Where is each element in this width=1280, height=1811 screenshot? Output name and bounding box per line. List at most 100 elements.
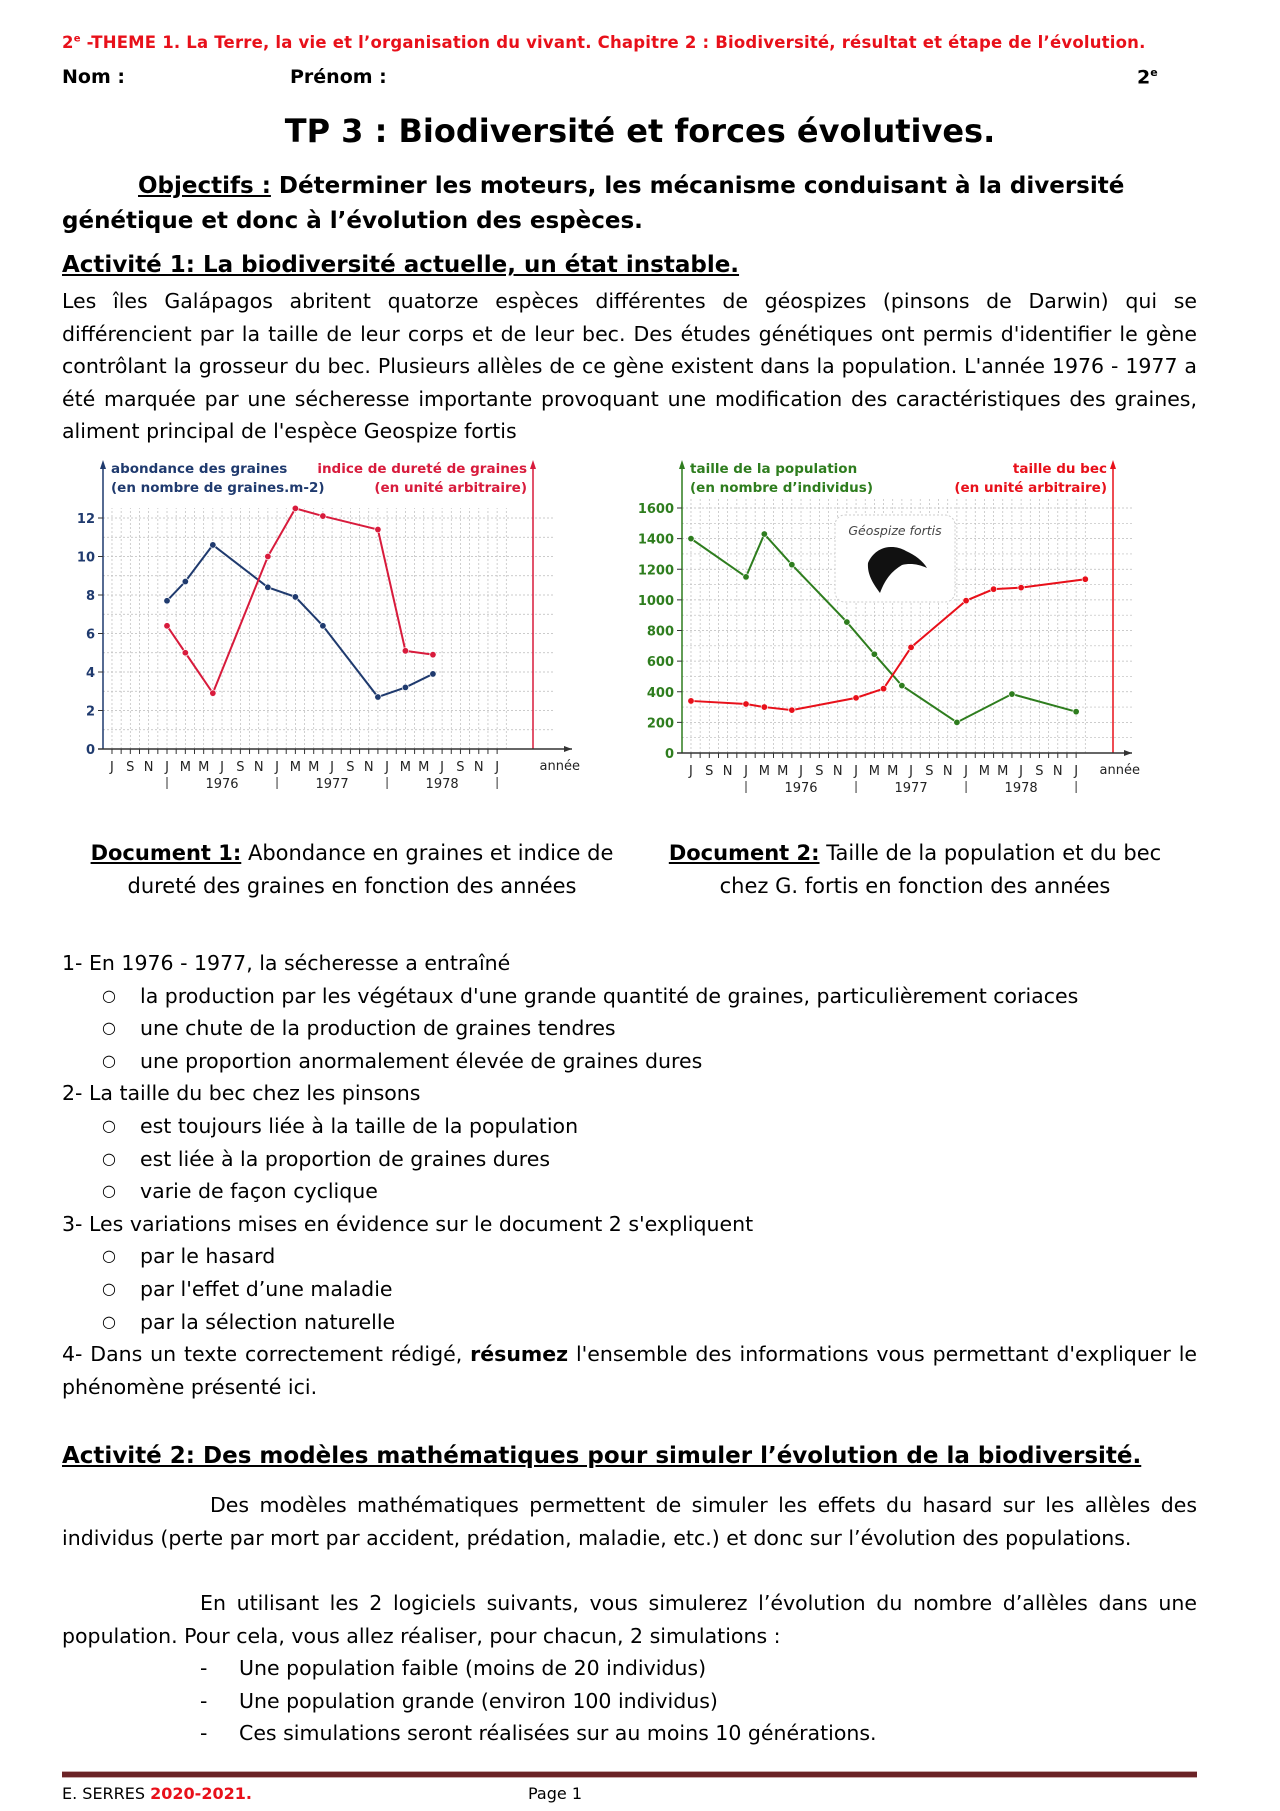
activity1-title: Activité 1: La biodiversité actuelle, un… xyxy=(62,252,740,278)
x-tick-label: J xyxy=(384,760,389,775)
x-tick-label: J xyxy=(963,764,968,779)
question-1-option-1[interactable]: ○ la production par les végétaux d'une gr… xyxy=(62,980,1197,1013)
x-tick-label: M xyxy=(869,764,880,779)
objectives: Objectifs : Déterminer les moteurs, les … xyxy=(62,169,1197,239)
dash-bullet-icon: - xyxy=(200,1688,208,1713)
document1-label: Document 1: xyxy=(90,841,242,865)
activity2-title: Activité 2: Des modèles mathématiques po… xyxy=(62,1443,1142,1469)
y-tick-label: 1400 xyxy=(638,533,674,548)
circle-bullet-icon: ○ xyxy=(102,1115,116,1135)
left-axis-label: taille de la population xyxy=(690,461,857,477)
data-point-1 xyxy=(742,700,750,708)
x-tick-label: J xyxy=(743,764,748,779)
data-point-0 xyxy=(843,618,851,626)
question-3: 3- Les variations mises en évidence sur … xyxy=(62,1211,754,1236)
question-2-option-3[interactable]: ○ varie de façon cyclique xyxy=(62,1175,1197,1208)
x-axis-arrow-icon xyxy=(564,746,572,752)
data-point-1 xyxy=(907,643,915,651)
question-3-option-2[interactable]: ○ par l'effet d’une maladie xyxy=(62,1273,1197,1306)
x-tick-label: N xyxy=(943,764,953,779)
left-axis-label: (en nombre d’individus) xyxy=(690,480,873,496)
y-tick-label: 1200 xyxy=(638,563,674,578)
data-point-0 xyxy=(898,682,906,690)
x-tick-label: M xyxy=(887,764,898,779)
x-tick-label: J xyxy=(164,760,169,775)
data-point-1 xyxy=(163,622,171,630)
year-label: 1976 xyxy=(784,781,817,796)
data-point-1 xyxy=(788,706,796,714)
question-1: 1- En 1976 - 1977, la sécheresse a entra… xyxy=(62,951,511,975)
class-level: 2 xyxy=(1137,66,1151,89)
data-point-1 xyxy=(429,651,437,659)
left-axis-label: abondance des graines xyxy=(111,461,287,477)
document2-label: Document 2: xyxy=(668,841,820,865)
x-tick-label: M xyxy=(777,764,788,779)
question-1-option-3[interactable]: ○ une proportion anormalement élevée de g… xyxy=(62,1045,1197,1078)
x-tick-label: J xyxy=(109,760,114,775)
y-tick-label: 600 xyxy=(647,655,674,670)
x-tick-label: N xyxy=(1053,764,1063,779)
document1-caption: Document 1: Abondance en graines et indi… xyxy=(72,837,632,902)
x-tick-label: N xyxy=(833,764,843,779)
data-point-1 xyxy=(264,553,272,561)
left-axis-arrow-icon xyxy=(100,460,106,469)
theme-level: 2 xyxy=(62,33,74,52)
data-point-1 xyxy=(760,703,768,711)
question-2-option-1[interactable]: ○ est toujours liée à la taille de la pop… xyxy=(62,1110,1197,1143)
dash-bullet-icon: - xyxy=(200,1656,208,1680)
school-year: 2020-2021. xyxy=(150,1784,252,1803)
x-tick-label: J xyxy=(688,764,693,779)
right-axis-label: indice de dureté de graines xyxy=(317,461,527,477)
data-point-0 xyxy=(1008,690,1016,698)
question-1-option-2[interactable]: ○ une chute de la production de graines t… xyxy=(62,1012,1197,1045)
x-tick-label: S xyxy=(236,760,244,775)
class-level-sup: e xyxy=(1150,66,1158,79)
data-point-0 xyxy=(401,683,409,691)
circle-bullet-icon: ○ xyxy=(102,985,116,1005)
x-tick-label: J xyxy=(853,764,858,779)
x-tick-label: M xyxy=(308,760,319,775)
right-axis-label: (en unité arbitraire) xyxy=(374,480,527,496)
activity2-paragraph-1: Des modèles mathématiques permettent de … xyxy=(62,1493,1197,1550)
data-point-0 xyxy=(953,718,961,726)
question-2: 2- La taille du bec chez les pinsons xyxy=(62,1081,421,1106)
x-axis-label: année xyxy=(540,759,580,774)
circle-bullet-icon: ○ xyxy=(102,1050,116,1070)
right-axis-arrow-icon xyxy=(1110,460,1116,469)
data-point-1 xyxy=(880,685,888,693)
option-text: est toujours liée à la taille de la popu… xyxy=(140,1113,579,1138)
data-point-1 xyxy=(687,697,695,705)
y-tick-label: 0 xyxy=(665,747,674,762)
x-tick-label: J xyxy=(1073,764,1078,779)
objectives-text: Déterminer les moteurs, les mécanisme co… xyxy=(62,173,1125,234)
question-2-option-2[interactable]: ○ est liée à la proportion de graines dur… xyxy=(62,1143,1197,1176)
y-tick-label: 6 xyxy=(86,628,95,643)
theme-header: 2e -THEME 1. La Terre, la vie et l’organ… xyxy=(62,33,1146,52)
data-point-1 xyxy=(319,512,327,520)
x-tick-label: J xyxy=(1018,764,1023,779)
x-tick-label: J xyxy=(219,760,224,775)
year-label: 1977 xyxy=(316,777,349,792)
x-tick-label: N xyxy=(364,760,374,775)
x-tick-label: S xyxy=(456,760,464,775)
option-text: une chute de la production de graines te… xyxy=(140,1016,616,1041)
data-point-0 xyxy=(1072,708,1080,716)
data-point-0 xyxy=(870,650,878,658)
y-tick-label: 400 xyxy=(647,686,674,701)
data-point-0 xyxy=(374,693,382,701)
x-tick-label: M xyxy=(400,760,411,775)
data-point-1 xyxy=(209,689,217,697)
question-3-option-1[interactable]: ○ par le hasard xyxy=(62,1240,1197,1273)
author-name: E. SERRES xyxy=(62,1784,151,1803)
list-item-text: Ces simulations seront réalisées sur au … xyxy=(239,1721,877,1746)
y-tick-label: 2 xyxy=(86,705,95,720)
footer-author: E. SERRES 2020-2021. xyxy=(62,1784,252,1803)
x-tick-label: J xyxy=(439,760,444,775)
x-tick-label: J xyxy=(494,760,499,775)
data-point-1 xyxy=(852,694,860,702)
data-point-0 xyxy=(291,593,299,601)
x-tick-label: M xyxy=(180,760,191,775)
right-axis-label: taille du bec xyxy=(1013,461,1107,477)
question-3-option-3[interactable]: ○ par la sélection naturelle xyxy=(62,1306,1197,1339)
data-point-0 xyxy=(163,597,171,605)
